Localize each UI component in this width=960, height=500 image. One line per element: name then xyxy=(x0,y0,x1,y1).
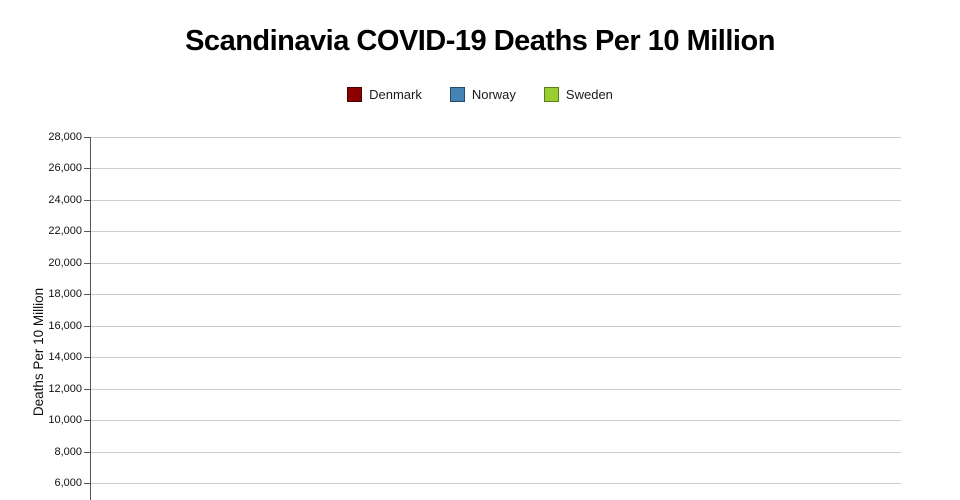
y-tick-label: 6,000 xyxy=(54,476,82,489)
y-tick-mark xyxy=(84,325,90,327)
y-tick-label: 24,000 xyxy=(48,193,82,206)
legend: Denmark Norway Sweden xyxy=(0,87,960,102)
y-tick-mark xyxy=(84,168,90,170)
y-tick-label: 16,000 xyxy=(48,319,82,332)
y-gridline xyxy=(90,451,901,453)
y-tick-label: 18,000 xyxy=(48,288,82,301)
legend-label-sweden: Sweden xyxy=(565,87,613,102)
y-tick-mark xyxy=(84,199,90,201)
y-gridline xyxy=(90,482,901,484)
y-tick-mark xyxy=(84,357,90,359)
norway-swatch-icon xyxy=(449,87,465,102)
legend-item-denmark: Denmark xyxy=(347,87,422,102)
y-tick-mark xyxy=(84,388,90,390)
legend-item-sweden: Sweden xyxy=(543,87,613,102)
y-tick-label: 14,000 xyxy=(48,351,82,364)
y-gridline xyxy=(90,168,901,170)
y-tick-mark xyxy=(84,451,90,453)
chart-title: Scandinavia COVID-19 Deaths Per 10 Milli… xyxy=(185,25,775,57)
y-axis-line xyxy=(90,137,91,500)
y-tick-label: 28,000 xyxy=(48,131,82,143)
y-tick-label: 10,000 xyxy=(48,414,82,427)
legend-label-norway: Norway xyxy=(471,87,516,102)
y-gridline xyxy=(90,294,901,296)
y-tick-mark xyxy=(84,482,90,484)
y-gridline xyxy=(90,325,901,327)
y-tick-mark xyxy=(84,262,90,264)
y-tick-mark xyxy=(84,294,90,296)
y-tick-label: 8,000 xyxy=(54,445,82,458)
y-tick-label: 20,000 xyxy=(48,256,82,269)
y-tick-mark xyxy=(84,420,90,422)
legend-item-norway: Norway xyxy=(449,87,516,102)
y-tick-label: 22,000 xyxy=(48,225,82,238)
y-tick-mark xyxy=(84,231,90,233)
y-gridline xyxy=(90,231,901,233)
y-gridline xyxy=(90,388,901,390)
denmark-swatch-icon xyxy=(347,87,363,102)
y-gridline xyxy=(90,357,901,359)
y-gridline xyxy=(90,137,901,138)
y-tick-label: 12,000 xyxy=(48,382,82,395)
legend-label-denmark: Denmark xyxy=(369,87,422,102)
y-gridline xyxy=(90,199,901,201)
y-gridline xyxy=(90,262,901,264)
y-tick-mark xyxy=(84,137,90,138)
y-gridline xyxy=(90,420,901,422)
y-tick-label: 26,000 xyxy=(48,162,82,175)
sweden-swatch-icon xyxy=(543,87,559,102)
